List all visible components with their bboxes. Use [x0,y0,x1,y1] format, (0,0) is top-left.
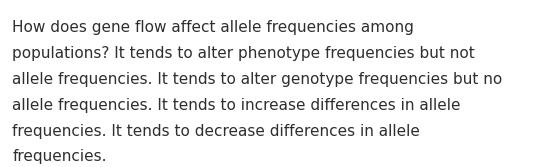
Text: How does gene flow affect allele frequencies among: How does gene flow affect allele frequen… [12,20,414,35]
Text: allele frequencies. It tends to increase differences in allele: allele frequencies. It tends to increase… [12,98,461,113]
Text: populations? It tends to alter phenotype frequencies but not: populations? It tends to alter phenotype… [12,46,475,61]
Text: allele frequencies. It tends to alter genotype frequencies but no: allele frequencies. It tends to alter ge… [12,72,503,87]
Text: frequencies. It tends to decrease differences in allele: frequencies. It tends to decrease differ… [12,124,420,139]
Text: frequencies.: frequencies. [12,149,107,164]
